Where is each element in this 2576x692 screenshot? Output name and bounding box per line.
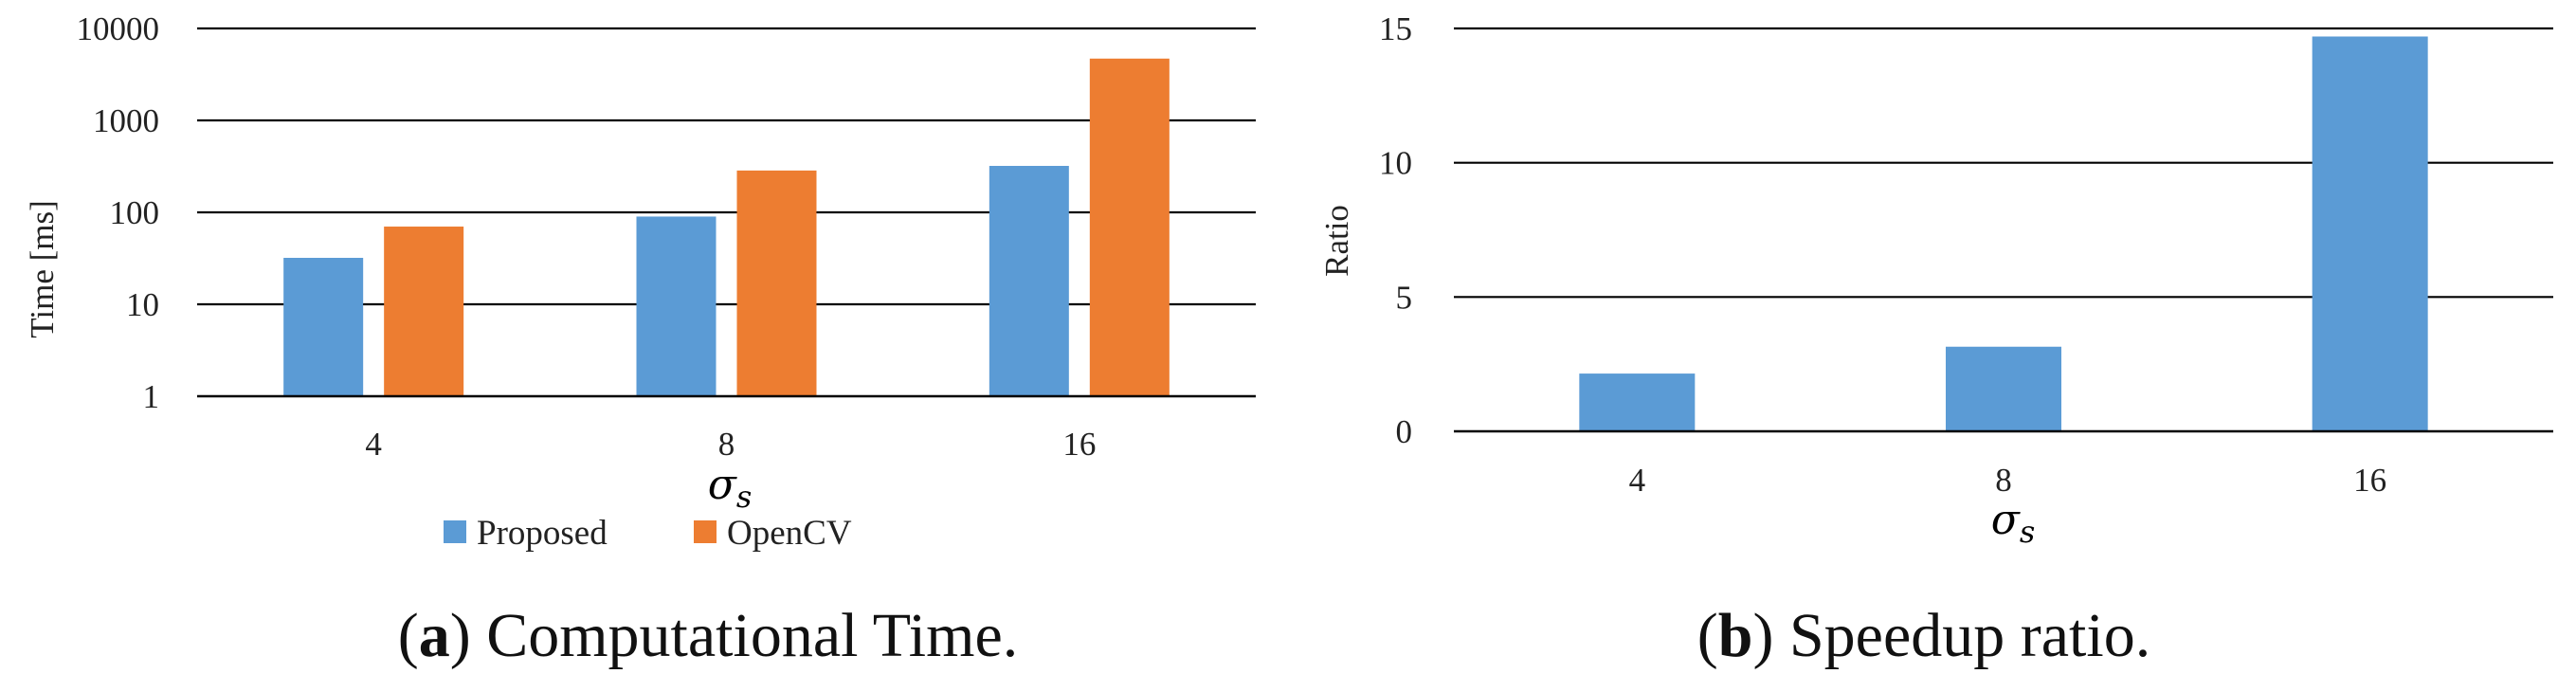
y-axis-label: Ratio — [1318, 205, 1355, 277]
bar-opencv-8 — [736, 170, 817, 396]
bar-proposed-4 — [283, 258, 364, 396]
x-tick-label: 16 — [2353, 462, 2386, 499]
gridlines — [197, 27, 1256, 306]
y-tick-label: 5 — [1396, 279, 1413, 316]
x-axis-label: σs — [1991, 496, 2035, 550]
y-tick-label: 0 — [1396, 413, 1413, 450]
x-tick-label: 16 — [1062, 426, 1096, 463]
legend-swatch-proposed — [444, 520, 466, 543]
chart-computational-time: 1 10 100 1000 10000 4 8 16 Time [ms] σs Propos… — [24, 10, 1256, 670]
y-tick-label: 10 — [1379, 145, 1412, 182]
x-tick-label: 4 — [1629, 462, 1646, 499]
y-axis-label: Time [ms] — [24, 200, 61, 338]
x-tick-label: 8 — [1995, 462, 2012, 499]
bar-ratio-8 — [1946, 346, 2061, 431]
x-tick-label: 4 — [365, 426, 382, 463]
bar-proposed-8 — [636, 216, 717, 396]
caption-b: (b) Speedup ratio. — [1697, 601, 2150, 670]
x-axis-label: σs — [708, 461, 752, 515]
bar-opencv-16 — [1089, 58, 1170, 396]
bar-proposed-16 — [989, 166, 1069, 396]
caption-a: (a) Computational Time. — [398, 601, 1019, 670]
chart-speedup-ratio: 0 5 10 15 4 8 16 Ratio σs (b) Speedup ratio. — [1318, 10, 2553, 670]
y-tick-label: 1000 — [93, 102, 159, 139]
y-tick-label: 100 — [110, 194, 160, 231]
y-tick-label: 15 — [1379, 10, 1412, 47]
y-tick-label: 10000 — [77, 10, 160, 47]
y-tick-labels: 0 5 10 15 — [1379, 10, 1412, 450]
legend-label-opencv: OpenCV — [727, 514, 852, 553]
bars — [1579, 36, 2428, 431]
bar-opencv-4 — [384, 227, 464, 396]
y-tick-label: 10 — [126, 286, 159, 323]
legend: Proposed OpenCV — [444, 514, 852, 553]
legend-label-proposed: Proposed — [477, 514, 608, 553]
y-tick-label: 1 — [143, 378, 160, 415]
x-tick-label: 8 — [718, 426, 735, 463]
bar-ratio-16 — [2312, 36, 2428, 431]
bar-ratio-4 — [1579, 373, 1696, 431]
x-tick-labels: 4 8 16 — [1629, 462, 2387, 499]
y-tick-labels: 1 10 100 1000 10000 — [77, 10, 160, 415]
bars — [283, 58, 1170, 396]
legend-swatch-opencv — [694, 520, 717, 543]
x-tick-labels: 4 8 16 — [365, 426, 1096, 463]
